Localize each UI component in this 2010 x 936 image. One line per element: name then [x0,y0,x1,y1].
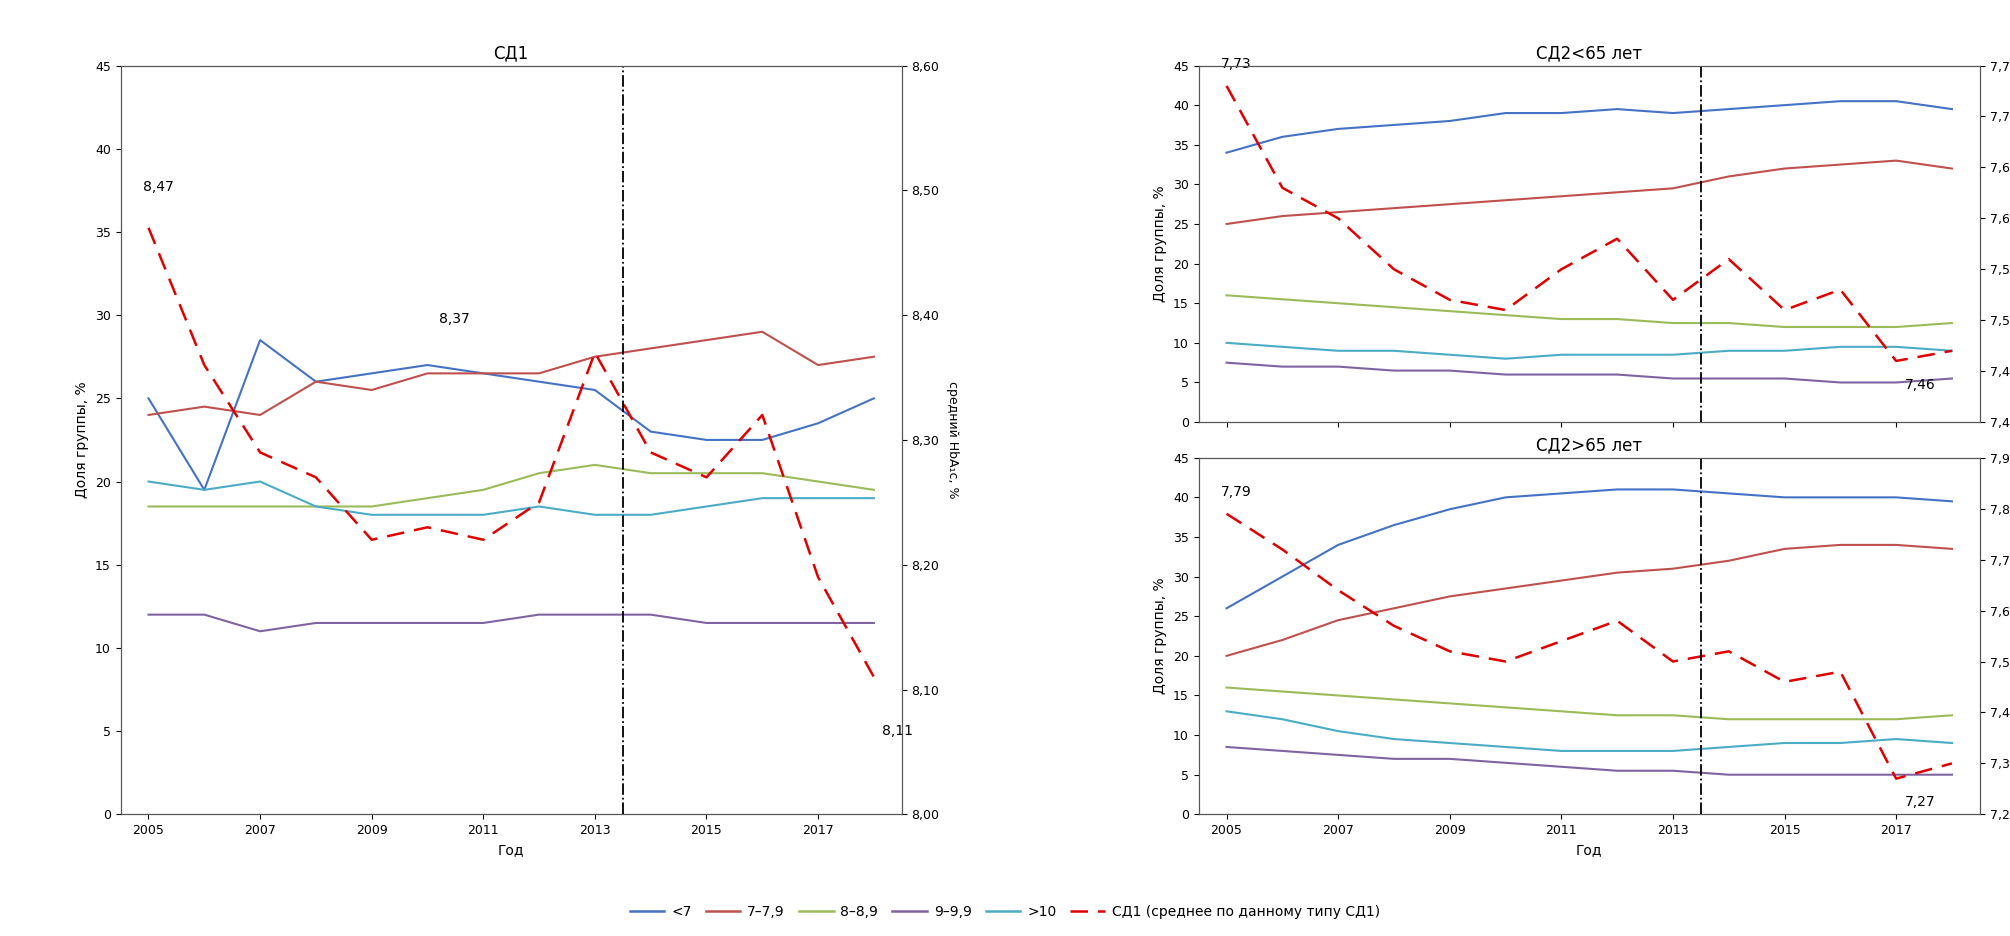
Y-axis label: Доля группы, %: Доля группы, % [1154,578,1168,695]
Text: 8,37: 8,37 [438,312,470,326]
Text: 7,27: 7,27 [1905,796,1936,810]
Legend: <7, 7–7,9, 8–8,9, 9–9,9, >10, СД1 (среднее по данному типу СД1): <7, 7–7,9, 8–8,9, 9–9,9, >10, СД1 (средн… [625,899,1385,925]
Title: СД2<65 лет: СД2<65 лет [1536,45,1642,63]
Title: СД2>65 лет: СД2>65 лет [1536,437,1642,455]
Text: 8,47: 8,47 [143,180,173,194]
Text: 7,46: 7,46 [1905,378,1936,391]
Text: 7,73: 7,73 [1220,57,1252,71]
Text: 8,11: 8,11 [882,724,913,739]
Y-axis label: средний HbA₁c, %: средний HbA₁c, % [947,381,959,499]
Text: 7,79: 7,79 [1220,486,1252,499]
Title: СД1: СД1 [494,45,529,63]
Y-axis label: Доля группы, %: Доля группы, % [76,382,90,498]
X-axis label: Год: Год [498,842,525,856]
X-axis label: Год: Год [1576,842,1602,856]
Y-axis label: Доля группы, %: Доля группы, % [1154,185,1168,302]
